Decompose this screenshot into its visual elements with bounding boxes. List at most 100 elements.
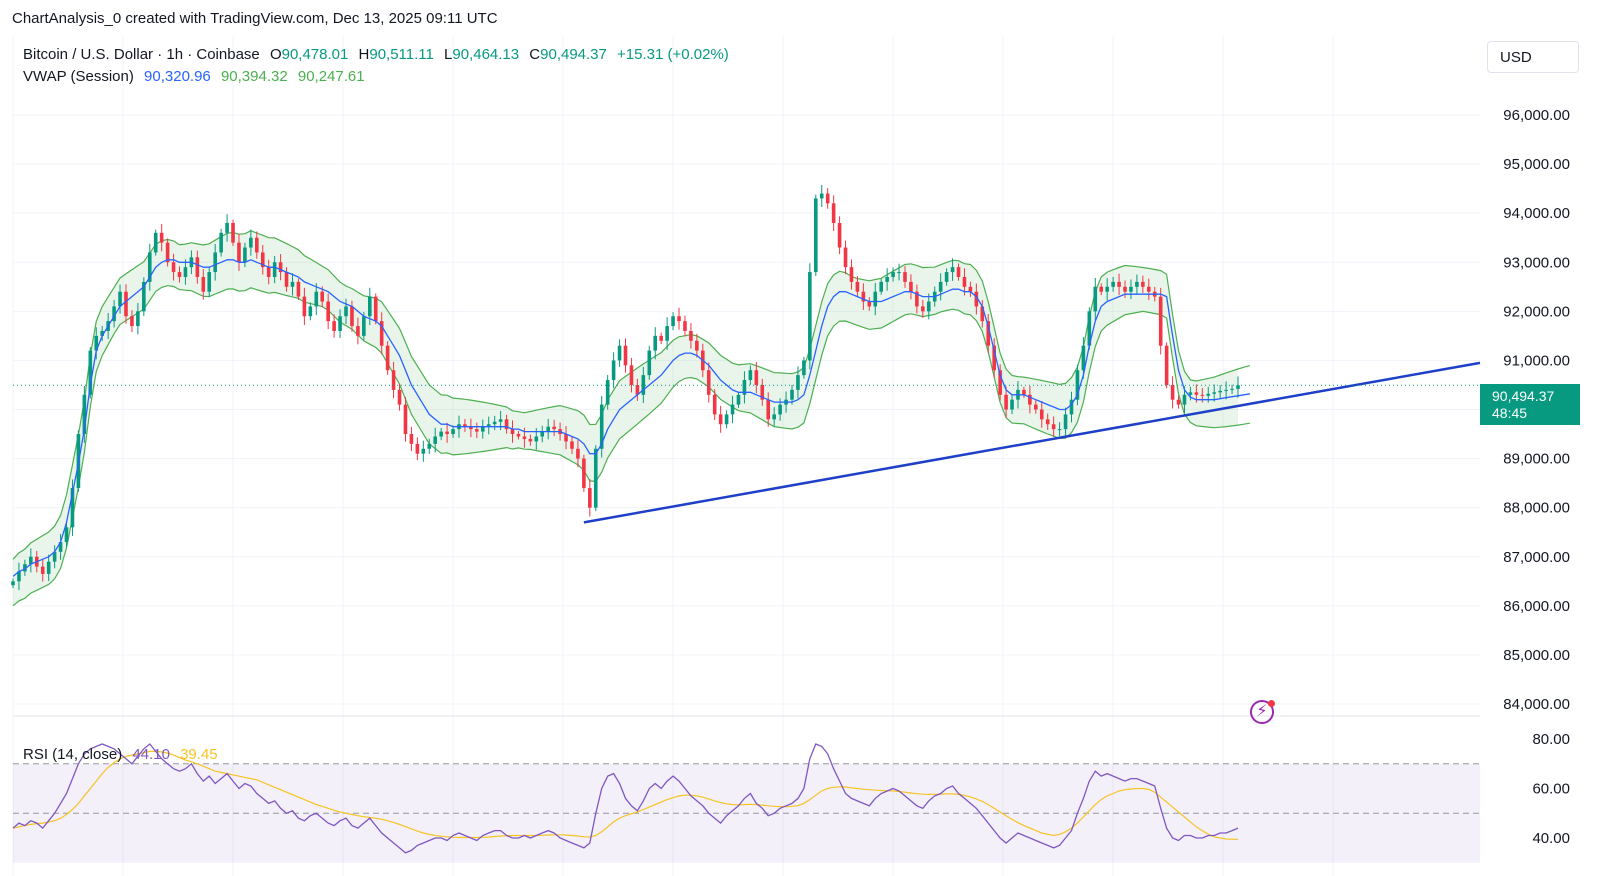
vwap-upper-value: 90,394.32: [220, 68, 288, 85]
candle: [469, 418, 473, 438]
candle: [867, 297, 872, 311]
candle-body: [1141, 281, 1145, 287]
candle-body: [296, 281, 301, 297]
candle-body: [147, 252, 152, 282]
candle-body: [891, 272, 895, 277]
candle: [772, 407, 776, 427]
candle: [653, 327, 658, 360]
candle: [409, 426, 414, 452]
y-axis-ticks: 96,000.00 95,000.00 94,000.00 93,000.00 92,0…: [1503, 107, 1570, 713]
y-tick-label: 96,000.00: [1503, 107, 1570, 124]
candle-body: [415, 443, 420, 454]
lightning-alert-icon[interactable]: ⚡: [1250, 700, 1274, 724]
candle-body: [629, 365, 634, 385]
candle: [635, 378, 640, 401]
candle: [486, 416, 491, 435]
candle-body: [659, 335, 663, 341]
candle-body: [772, 414, 776, 420]
candle: [576, 440, 580, 468]
candle-body: [879, 281, 884, 292]
candle: [540, 425, 545, 443]
candle: [445, 422, 449, 443]
candle-body: [1034, 404, 1038, 410]
rsi-label: RSI (14, close): [23, 746, 123, 763]
y-tick-label: 87,000.00: [1503, 549, 1570, 566]
candle-body: [124, 291, 128, 317]
rsi-legend[interactable]: RSI (14, close) 44.10 39.45: [23, 746, 224, 763]
candle: [433, 427, 438, 453]
candle: [1028, 385, 1032, 414]
symbol-legend[interactable]: Bitcoin / U.S. Dollar · 1h · Coinbase O9…: [23, 46, 735, 63]
candle: [742, 371, 747, 404]
candle: [40, 558, 45, 582]
currency-button[interactable]: USD: [1487, 41, 1579, 73]
rsi-lines: [12, 743, 1239, 854]
candle-body: [469, 426, 473, 430]
candle: [528, 434, 533, 446]
candle-body: [611, 360, 616, 381]
rsi-y-tick-label: 60.00: [1532, 781, 1570, 798]
candle: [926, 293, 931, 320]
candle-body: [1236, 385, 1240, 389]
candle-body: [623, 345, 628, 366]
candle: [849, 259, 854, 290]
candle-body: [362, 316, 366, 336]
candle-body: [1224, 389, 1228, 391]
candle: [403, 397, 408, 442]
candle: [1170, 376, 1175, 409]
candle: [385, 341, 390, 375]
candle-body: [118, 291, 122, 307]
candle-body: [451, 429, 455, 435]
candle: [730, 395, 735, 424]
candle-body: [225, 222, 229, 233]
candle-body: [683, 321, 687, 331]
candle-body: [266, 267, 271, 277]
candle-body: [671, 316, 675, 327]
candle-body: [373, 296, 378, 322]
candle-body: [88, 350, 93, 395]
candle-body: [1170, 384, 1175, 400]
candle-body: [427, 443, 432, 449]
candle: [284, 267, 289, 292]
candle: [1039, 401, 1044, 428]
candle-body: [689, 330, 693, 341]
candle-body: [605, 380, 610, 405]
candle-body: [510, 429, 515, 435]
y-tick-label: 89,000.00: [1503, 451, 1570, 468]
candle: [861, 283, 866, 310]
candle: [302, 287, 307, 326]
candle-body: [385, 345, 390, 371]
candle-body: [1123, 286, 1127, 292]
vwap-legend[interactable]: VWAP (Session) 90,320.96 90,394.32 90,24…: [23, 68, 371, 85]
candle: [796, 366, 800, 399]
candle: [338, 309, 342, 338]
candle-body: [950, 267, 955, 273]
candle-body: [742, 380, 747, 395]
candle-body: [938, 281, 943, 292]
candle-body: [617, 345, 622, 361]
candle: [379, 312, 384, 355]
candle: [689, 323, 693, 349]
candle-body: [1129, 286, 1133, 292]
candle: [52, 545, 57, 569]
candle-body: [255, 237, 259, 253]
candle: [70, 479, 75, 536]
candle-body: [52, 551, 57, 562]
candle-body: [249, 237, 253, 248]
candle: [766, 392, 771, 427]
candle: [165, 238, 170, 267]
candle-body: [956, 267, 961, 277]
candle-body: [992, 345, 996, 371]
candle-body: [1200, 394, 1205, 396]
candle-body: [819, 193, 824, 199]
candle-body: [564, 434, 568, 442]
candle: [266, 259, 271, 285]
candle-body: [724, 414, 729, 425]
candle-body: [308, 306, 313, 317]
candle: [1212, 384, 1217, 402]
rsi-y-tick-label: 80.00: [1532, 731, 1570, 748]
vwap-value: 90,320.96: [144, 68, 211, 85]
candle: [647, 345, 652, 380]
vwap-band-fill: [13, 230, 1238, 606]
